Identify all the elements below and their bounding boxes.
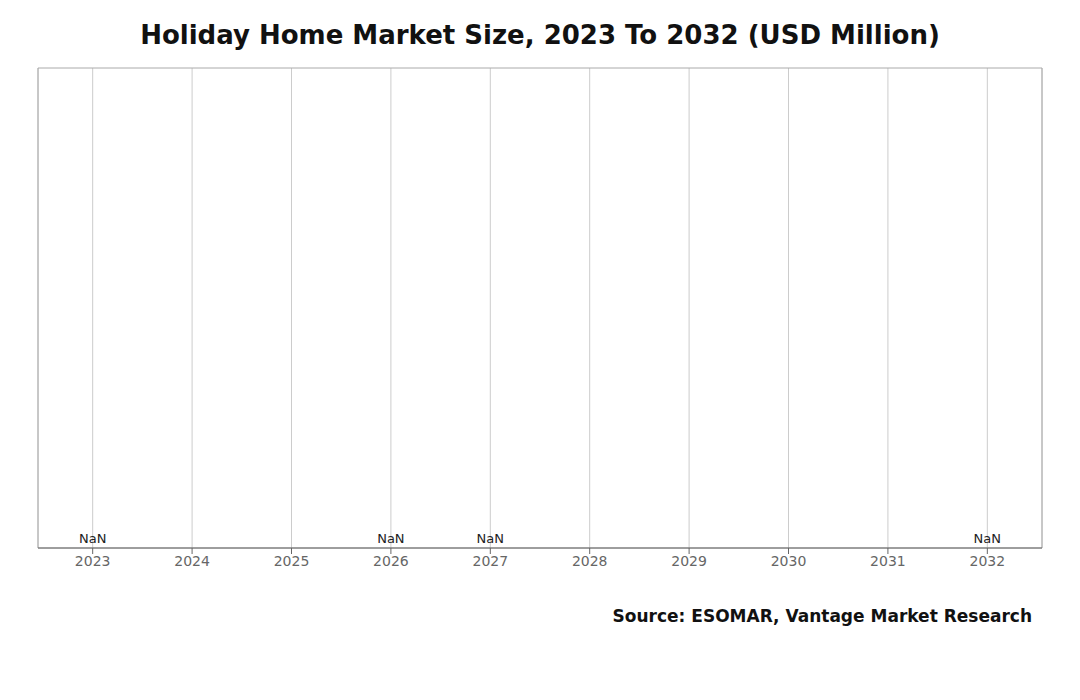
svg-text:2023: 2023 bbox=[75, 553, 111, 569]
html-text:Holiday Home Market Size, 2023: Holiday Home Market Size, 2023 To 2032 (… bbox=[140, 20, 940, 50]
html-text:Source: ESOMAR, Vantage Market: Source: ESOMAR, Vantage Market Research bbox=[612, 606, 1032, 626]
svg-text:2031: 2031 bbox=[870, 553, 906, 569]
svg-text:2025: 2025 bbox=[274, 553, 310, 569]
svg-text:2024: 2024 bbox=[174, 553, 210, 569]
svg-text:NaN: NaN bbox=[477, 531, 504, 546]
svg-text:2030: 2030 bbox=[771, 553, 807, 569]
svg-text:2027: 2027 bbox=[472, 553, 508, 569]
svg-text:2029: 2029 bbox=[671, 553, 707, 569]
svg-text:NaN: NaN bbox=[377, 531, 404, 546]
svg-text:2028: 2028 bbox=[572, 553, 608, 569]
svg-text:2026: 2026 bbox=[373, 553, 409, 569]
svg-text:NaN: NaN bbox=[79, 531, 106, 546]
svg-text:2032: 2032 bbox=[970, 553, 1006, 569]
svg-text:NaN: NaN bbox=[974, 531, 1001, 546]
